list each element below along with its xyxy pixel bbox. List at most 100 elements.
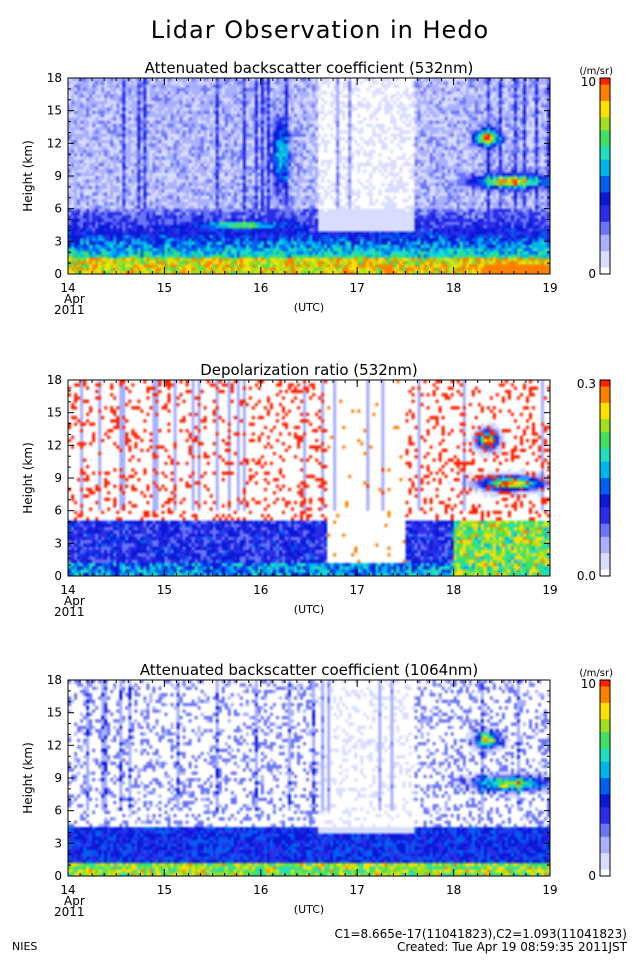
colorbar-step: [600, 176, 610, 180]
colorbar-step: [600, 123, 610, 128]
colorbar-min-label: 0: [588, 267, 596, 281]
colorbar-step: [600, 260, 610, 265]
y-tick-label: 6: [54, 202, 62, 216]
colorbar-step: [600, 513, 610, 518]
heatmap-image: [68, 78, 550, 274]
colorbar-step: [600, 846, 610, 851]
y-tick-label: 6: [54, 804, 62, 818]
colorbar-step: [600, 202, 610, 206]
colorbar-step: [600, 464, 610, 469]
colorbar-step: [600, 130, 610, 135]
colorbar-step: [600, 807, 610, 812]
colorbar-step: [600, 533, 610, 538]
x-tick-label: 17: [350, 281, 365, 295]
x-tick-label: 19: [542, 883, 557, 897]
y-tick-label: 9: [54, 471, 62, 485]
y-tick-label: 0: [54, 869, 62, 883]
colorbar-step: [600, 843, 610, 848]
colorbar-step: [600, 738, 610, 743]
x-tick-label: 19: [542, 281, 557, 295]
colorbar-min-label: 0: [588, 869, 596, 883]
colorbar-step: [600, 225, 610, 229]
colorbar-step: [600, 264, 610, 269]
date-month-label: Apr: [64, 894, 85, 908]
colorbar-step: [600, 81, 610, 86]
colorbar-step: [600, 146, 610, 151]
colorbar-step: [600, 500, 610, 505]
colorbar-step: [600, 683, 610, 688]
date-year-label: 2011: [54, 303, 85, 317]
colorbar-step: [600, 748, 610, 753]
x-tick-label: 18: [446, 883, 461, 897]
y-axis-label: Height (km): [21, 442, 35, 513]
colorbar-step: [600, 742, 610, 746]
colorbar-step: [600, 445, 610, 450]
colorbar-unit-label: (/m/sr): [579, 66, 613, 77]
footer-created: Created: Tue Apr 19 08:59:35 2011JST: [397, 940, 628, 954]
colorbar-step: [600, 120, 610, 125]
x-tick-label: 18: [446, 583, 461, 597]
colorbar-step: [600, 830, 610, 835]
colorbar-step: [600, 192, 610, 197]
colorbar-step: [600, 78, 610, 82]
colorbar-step: [600, 97, 610, 102]
colorbar-step: [600, 866, 610, 871]
colorbar-step: [600, 862, 610, 867]
panel-title: Attenuated backscatter coefficient (532n…: [145, 59, 474, 77]
heatmap-image: [68, 380, 550, 576]
x-tick-label: 14: [60, 883, 75, 897]
colorbar-step: [600, 91, 610, 95]
x-axis-label: (UTC): [294, 603, 324, 616]
colorbar-step: [600, 794, 610, 799]
colorbar-step: [600, 409, 610, 414]
colorbar-step: [600, 448, 610, 453]
colorbar-step: [600, 432, 610, 437]
colorbar-step: [600, 540, 610, 544]
colorbar-step: [600, 553, 610, 557]
colorbar-step: [600, 228, 610, 233]
colorbar-step: [600, 706, 610, 710]
colorbar-step: [600, 251, 610, 255]
colorbar-step: [600, 778, 610, 782]
panel-title: Attenuated backscatter coefficient (1064…: [140, 661, 478, 679]
colorbar-unit-label: (/m/sr): [579, 668, 613, 679]
footer-nies: NIES: [12, 940, 37, 953]
colorbar: 10 0 (/m/sr): [579, 66, 613, 281]
colorbar-frame: [599, 679, 611, 877]
colorbar-step: [600, 735, 610, 740]
colorbar-step: [600, 546, 610, 551]
colorbar-step: [600, 435, 610, 440]
colorbar-step: [600, 771, 610, 776]
date-month-label: Apr: [64, 292, 85, 306]
colorbar-step: [600, 823, 610, 828]
colorbar-step: [600, 415, 610, 420]
colorbar-step: [600, 468, 610, 473]
colorbar-step: [600, 231, 610, 236]
colorbar-step: [600, 758, 610, 763]
colorbar-step: [600, 729, 610, 733]
colorbar-step: [600, 827, 610, 831]
heatmap-image: [68, 680, 550, 876]
x-tick-label: 16: [253, 883, 268, 897]
colorbar-step: [600, 787, 610, 792]
y-tick-label: 18: [47, 373, 62, 387]
colorbar-step: [600, 872, 610, 877]
colorbar-step: [600, 722, 610, 727]
colorbar-step: [600, 422, 610, 427]
footer-calibration: C1=8.665e-17(11041823),C2=1.093(11041823…: [334, 927, 627, 941]
colorbar-step: [600, 110, 610, 115]
y-tick-label: 6: [54, 504, 62, 518]
colorbar-step: [600, 510, 610, 515]
colorbar-step: [600, 149, 610, 154]
colorbar-step: [600, 494, 610, 499]
x-tick-label: 16: [253, 281, 268, 295]
colorbar-step: [600, 208, 610, 213]
colorbar-step: [600, 169, 610, 174]
colorbar-step: [600, 412, 610, 417]
colorbar-step: [600, 455, 610, 459]
colorbar-step: [600, 813, 610, 818]
colorbar-step: [600, 569, 610, 574]
colorbar-step: [600, 270, 610, 275]
panel-1: Attenuated backscatter coefficient (532n…: [21, 59, 613, 317]
